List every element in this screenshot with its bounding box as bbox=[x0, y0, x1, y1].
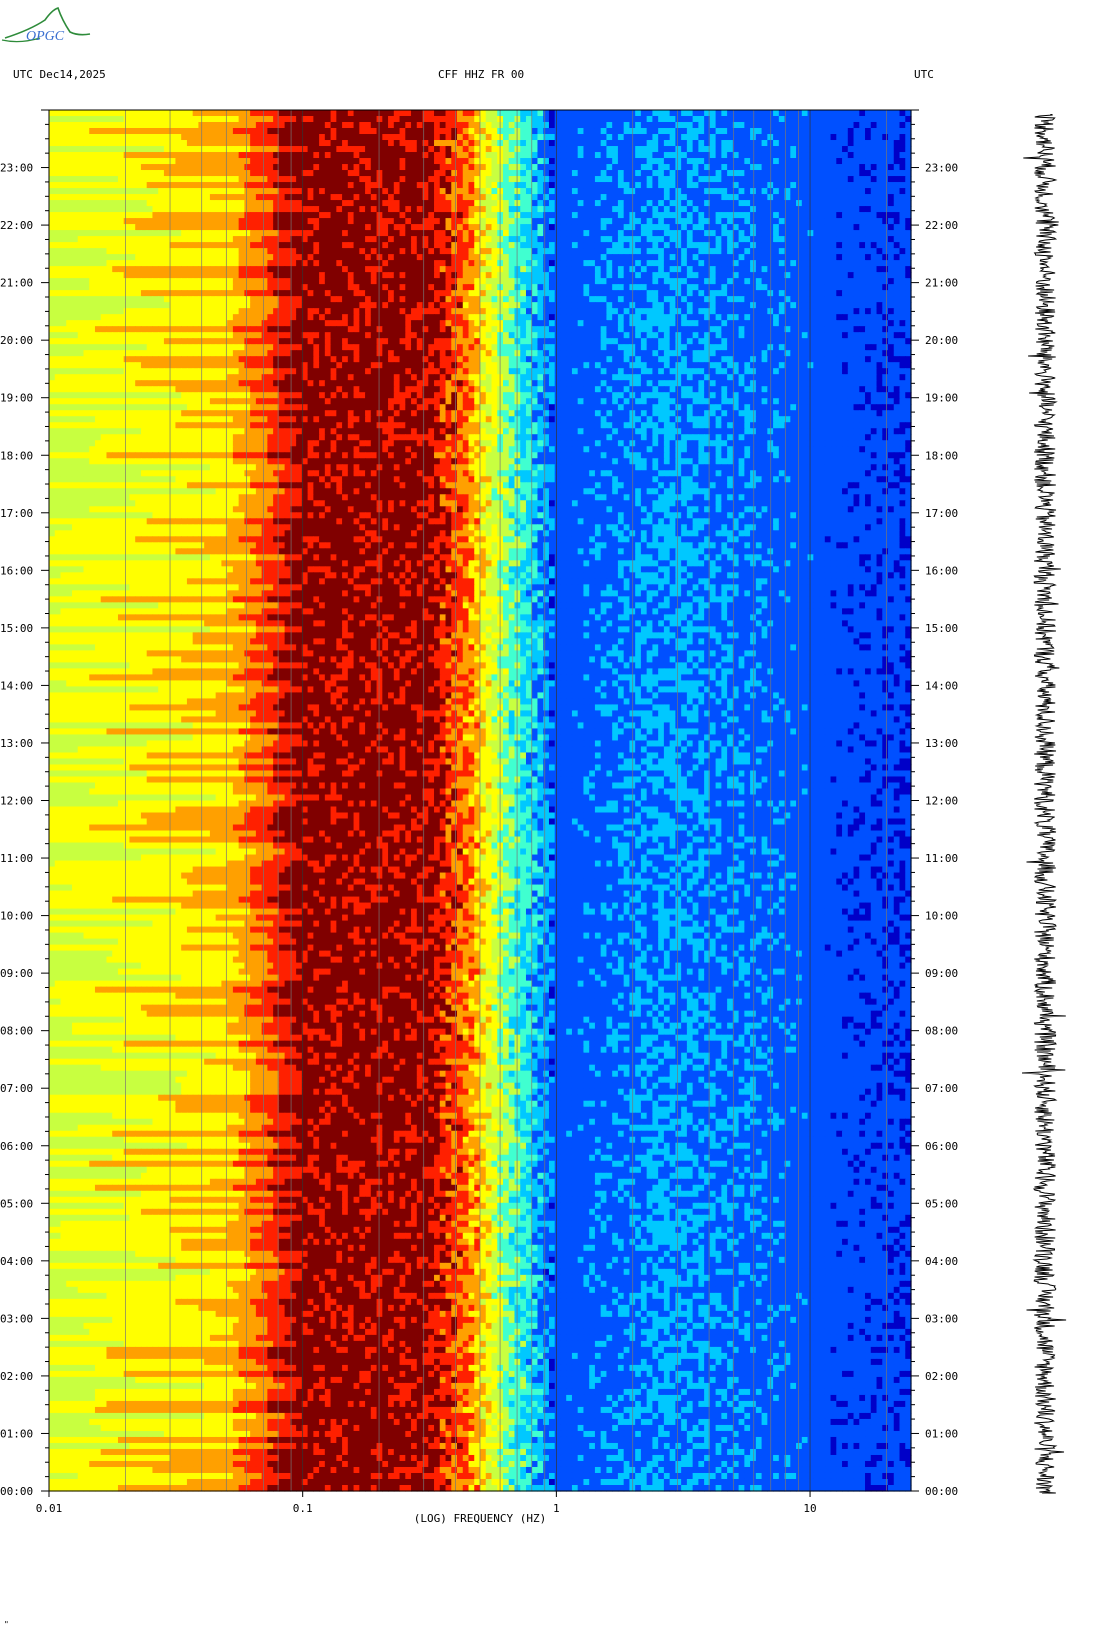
time-tick-label: 05:00 bbox=[925, 1197, 958, 1210]
time-tick-label: 14:00 bbox=[925, 679, 958, 692]
x-axis-label: (LOG) FREQUENCY (HZ) bbox=[414, 1512, 546, 1525]
frequency-tick-label: 1 bbox=[553, 1502, 560, 1515]
time-tick-label: 08:00 bbox=[925, 1025, 958, 1038]
time-tick-label: 03:00 bbox=[925, 1312, 958, 1325]
frequency-tick-label: 0.1 bbox=[293, 1502, 313, 1515]
time-tick-label: 15:00 bbox=[925, 622, 958, 635]
time-tick-label: 01:00 bbox=[0, 1427, 33, 1440]
seismogram-trace bbox=[1022, 114, 1068, 1494]
frequency-tick-label: 10 bbox=[803, 1502, 816, 1515]
time-tick-label: 07:00 bbox=[0, 1082, 33, 1095]
time-tick-label: 04:00 bbox=[925, 1255, 958, 1268]
time-tick-label: 16:00 bbox=[925, 564, 958, 577]
time-tick-label: 15:00 bbox=[0, 622, 33, 635]
time-tick-label: 05:00 bbox=[0, 1197, 33, 1210]
spectrogram-chart: 00:00 01:00 02:00 03:00 04:00 05:00 06:00 07:00… bbox=[0, 0, 1002, 1634]
time-tick-label: 10:00 bbox=[0, 910, 33, 923]
time-tick-label: 06:00 bbox=[0, 1140, 33, 1153]
time-tick-label: 20:00 bbox=[925, 334, 958, 347]
time-tick-label: 14:00 bbox=[0, 679, 33, 692]
time-tick-label: 03:00 bbox=[0, 1312, 33, 1325]
time-tick-label: 00:00 bbox=[925, 1485, 958, 1498]
time-tick-label: 18:00 bbox=[0, 449, 33, 462]
time-tick-label: 13:00 bbox=[925, 737, 958, 750]
time-tick-label: 01:00 bbox=[925, 1427, 958, 1440]
time-tick-label: 08:00 bbox=[0, 1025, 33, 1038]
time-tick-label: 10:00 bbox=[925, 910, 958, 923]
time-tick-label: 09:00 bbox=[0, 967, 33, 980]
time-tick-label: 21:00 bbox=[925, 277, 958, 290]
time-tick-label: 00:00 bbox=[0, 1485, 33, 1498]
time-tick-label: 22:00 bbox=[925, 219, 958, 232]
time-axis-left: 00:00 01:00 02:00 03:00 04:00 05:00 06:00 07:00… bbox=[0, 110, 49, 1498]
frequency-tick-label: 0.01 bbox=[36, 1502, 63, 1515]
time-tick-label: 02:00 bbox=[925, 1370, 958, 1383]
time-tick-label: 07:00 bbox=[925, 1082, 958, 1095]
time-tick-label: 13:00 bbox=[0, 737, 33, 750]
time-tick-label: 12:00 bbox=[925, 795, 958, 808]
time-tick-label: 20:00 bbox=[0, 334, 33, 347]
time-tick-label: 11:00 bbox=[925, 852, 958, 865]
time-tick-label: 16:00 bbox=[0, 564, 33, 577]
time-tick-label: 04:00 bbox=[0, 1255, 33, 1268]
time-tick-label: 23:00 bbox=[0, 162, 33, 175]
time-tick-label: 06:00 bbox=[925, 1140, 958, 1153]
time-tick-label: 23:00 bbox=[925, 162, 958, 175]
time-tick-label: 02:00 bbox=[0, 1370, 33, 1383]
time-tick-label: 22:00 bbox=[0, 219, 33, 232]
time-tick-label: 19:00 bbox=[925, 392, 958, 405]
time-tick-label: 21:00 bbox=[0, 277, 33, 290]
footer-mark: " bbox=[4, 1620, 9, 1629]
time-tick-label: 09:00 bbox=[925, 967, 958, 980]
time-tick-label: 18:00 bbox=[925, 449, 958, 462]
time-tick-label: 12:00 bbox=[0, 795, 33, 808]
time-tick-label: 17:00 bbox=[925, 507, 958, 520]
time-tick-label: 11:00 bbox=[0, 852, 33, 865]
time-axis-right: 00:00 01:00 02:00 03:00 04:00 05:00 06:00 07:00… bbox=[911, 110, 958, 1498]
time-tick-label: 17:00 bbox=[0, 507, 33, 520]
time-tick-label: 19:00 bbox=[0, 392, 33, 405]
